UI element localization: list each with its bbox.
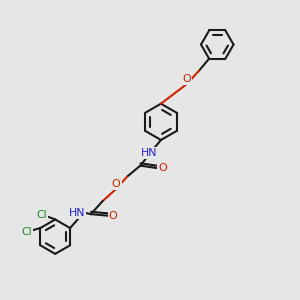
Text: O: O: [182, 74, 191, 84]
Text: Cl: Cl: [21, 227, 32, 237]
Text: Cl: Cl: [37, 210, 47, 220]
Text: HN: HN: [68, 208, 85, 218]
Text: O: O: [112, 179, 121, 189]
Text: O: O: [158, 163, 167, 173]
Text: O: O: [109, 211, 118, 221]
Text: HN: HN: [141, 148, 157, 158]
